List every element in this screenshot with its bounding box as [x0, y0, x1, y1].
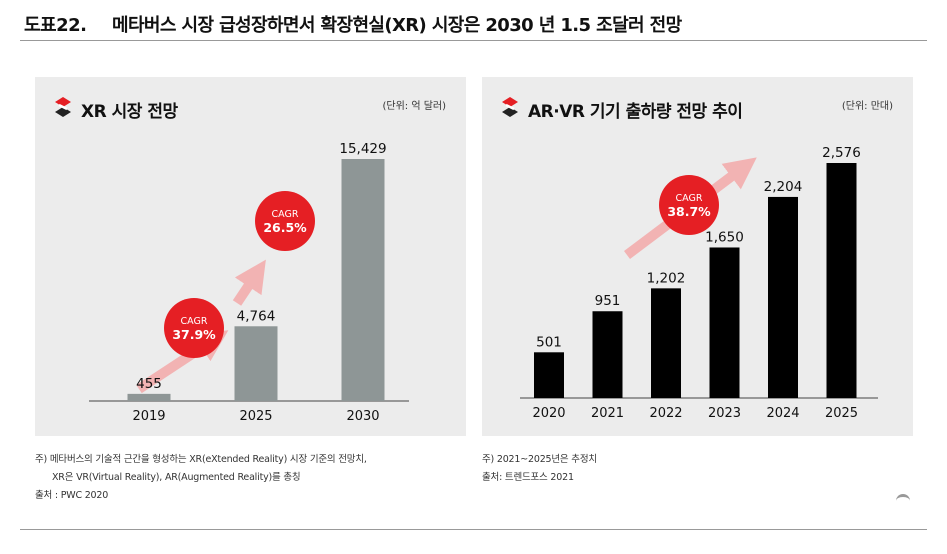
cagr-value: 26.5% [263, 220, 307, 235]
value-label: 951 [595, 293, 621, 309]
value-label: 2,576 [822, 145, 861, 161]
cagr-value: 38.7% [667, 204, 711, 219]
bar-2021 [592, 311, 623, 398]
note-line: 주) 2021~2025년은 추정치 [482, 454, 597, 465]
header-divider [20, 40, 927, 41]
x-tick-label: 2020 [532, 406, 565, 421]
x-tick-label: 2025 [239, 409, 272, 424]
unit-label: (단위: 만대) [841, 101, 893, 112]
x-tick-label: 2024 [766, 406, 799, 421]
bar-2019 [127, 393, 171, 401]
x-tick-label: 2025 [825, 406, 858, 421]
cagr-label: CAGR [272, 209, 299, 220]
figure-title: 메타버스 시장 급성장하면서 확장현실(XR) 시장은 2030 년 1.5 조… [112, 15, 682, 36]
page-corner-mark [896, 494, 910, 503]
x-tick-label: 2022 [649, 406, 682, 421]
x-tick-label: 2030 [346, 409, 379, 424]
note-line: 주) 메타버스의 기술적 근간을 형성하는 XR(eXtended Realit… [35, 454, 367, 465]
chart-title: AR·VR 기기 출하량 전망 추이 [528, 102, 743, 122]
value-label: 501 [536, 334, 562, 350]
value-label: 455 [136, 376, 162, 392]
bar-2022 [651, 288, 681, 398]
brand-logo-icon [502, 97, 518, 117]
bar-2030 [341, 159, 385, 401]
figure-label: 도표22. [24, 15, 87, 36]
source-line: 출처: 트렌드포스 2021 [482, 472, 574, 483]
footer-divider [20, 529, 927, 530]
bar-2020 [534, 352, 564, 398]
value-label: 1,202 [647, 270, 686, 286]
unit-label: (단위: 억 달러) [382, 101, 446, 112]
x-tick-label: 2023 [708, 406, 741, 421]
note-line: XR은 VR(Virtual Reality), AR(Augmented Re… [52, 472, 301, 483]
xr-market-chart: 45520194,764202515,4292030CAGR37.9%CAGR2… [89, 141, 409, 424]
x-tick-label: 2019 [132, 409, 165, 424]
source-line: 출처 : PWC 2020 [35, 490, 109, 501]
value-label: 15,429 [339, 141, 386, 157]
cagr-label: CAGR [181, 316, 208, 327]
value-label: 2,204 [764, 179, 803, 195]
cagr-value: 37.9% [172, 327, 216, 342]
bar-2024 [768, 196, 798, 398]
arvr-shipment-chart: 501 2020 951 2021 1,202 2022 1,650 2023 2,204 202… [520, 145, 878, 421]
value-label: 4,764 [237, 308, 276, 324]
chart-title: XR 시장 전망 [81, 102, 178, 122]
value-label: 1,650 [705, 229, 744, 245]
growth-arrow [232, 259, 266, 306]
brand-logo-icon [55, 97, 71, 117]
xr-market-panel: XR 시장 전망 (단위: 억 달러) 455 2019 4,764 2025 15,4… [35, 77, 466, 436]
bar-2025 [826, 163, 857, 398]
bar-2023 [709, 247, 740, 398]
cagr-label: CAGR [676, 193, 703, 204]
x-tick-label: 2021 [591, 406, 624, 421]
bar-2025 [234, 326, 278, 401]
arvr-shipment-panel: AR·VR 기기 출하량 전망 추이 (단위: 만대) 501 2020 951 20… [482, 77, 913, 436]
